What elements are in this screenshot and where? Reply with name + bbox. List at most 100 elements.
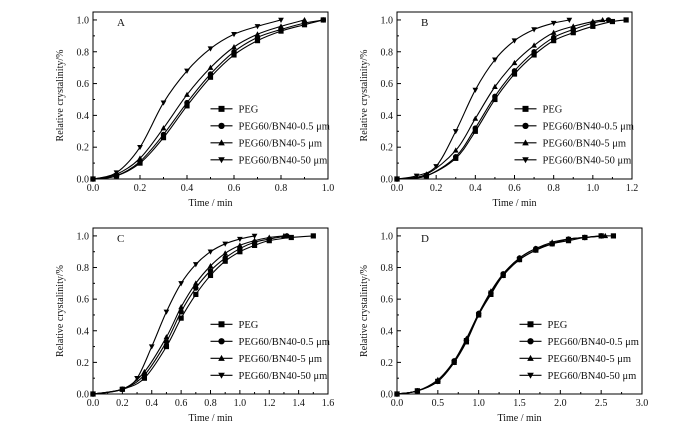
data-point: [163, 334, 170, 340]
data-point: [463, 338, 470, 344]
legend: PEG PEG60/BN40-0.5 μm PEG60/BN40-5 μm PEG60…: [519, 320, 639, 382]
data-point: [488, 290, 494, 296]
data-point: [222, 250, 229, 256]
y-tick-label: 0.0: [381, 390, 394, 401]
data-point: [599, 16, 606, 23]
x-tick-label: 1.0: [472, 398, 485, 409]
data-point: [532, 247, 539, 254]
legend-label: PEG60/BN40-0.5 μm: [239, 337, 330, 348]
x-tick-label: 1.2: [263, 398, 276, 409]
legend-marker-triangle-up: [218, 139, 225, 146]
x-tick-label: 0.8: [204, 398, 217, 409]
x-tick-label: 1.0: [587, 183, 600, 194]
x-tick-label: 3.0: [636, 398, 649, 409]
data-point: [570, 23, 577, 29]
y-axis-title: Relative crystalinity/%: [359, 265, 370, 357]
x-tick-label: 0.2: [116, 398, 129, 409]
x-tick-label: 1.0: [234, 398, 247, 409]
y-tick-label: 1.0: [77, 15, 90, 26]
y-tick-label: 1.0: [381, 231, 394, 242]
data-point: [288, 234, 294, 241]
data-point: [453, 154, 459, 160]
data-point: [492, 83, 498, 89]
legend: PEG PEG60/BN40-0.5 μm PEG60/BN40-5 μm PEG60…: [514, 105, 634, 167]
data-point: [141, 368, 148, 375]
data-point: [237, 236, 243, 243]
data-point: [134, 375, 140, 382]
legend-marker-circle: [218, 122, 225, 130]
legend-marker-circle: [218, 338, 225, 345]
legend-label: PEG60/BN40-5 μm: [239, 139, 323, 150]
panel-label: A: [117, 17, 125, 29]
data-point: [207, 71, 214, 77]
legend-label: PEG60/BN40-0.5 μm: [548, 337, 639, 348]
y-tick-label: 0.4: [381, 326, 394, 337]
x-tick-label: 0.0: [391, 398, 404, 409]
data-point: [160, 131, 167, 138]
x-tick-label: 0.2: [134, 183, 147, 194]
legend-label: PEG: [239, 105, 259, 116]
data-point: [207, 64, 214, 70]
data-point: [598, 233, 605, 239]
data-point: [90, 176, 96, 182]
legend-label: PEG: [548, 320, 568, 331]
series-line: [396, 19, 570, 180]
y-tick-label: 0.4: [381, 111, 394, 122]
series-line: [92, 19, 305, 180]
plot-frame: [92, 11, 329, 180]
legend-label: PEG60/BN40-5 μm: [548, 354, 632, 365]
legend: PEG PEG60/BN40-0.5 μm PEG60/BN40-5 μm PEG60…: [210, 320, 330, 382]
data-point: [531, 49, 537, 55]
y-axis-title: Relative crystalinity/%: [55, 265, 66, 357]
y-tick-label: 0.6: [381, 295, 394, 306]
series-line: [92, 235, 255, 395]
y-tick-label: 0.0: [77, 175, 90, 186]
data-point: [394, 176, 400, 182]
legend-marker-triangle-up: [527, 354, 534, 361]
legend-marker-triangle-down: [218, 157, 225, 164]
data-point: [207, 272, 214, 279]
y-axis-title: Relative crystalinity/%: [359, 50, 370, 142]
y-tick-label: 0.0: [77, 390, 90, 401]
data-point: [222, 255, 228, 261]
data-point: [113, 170, 120, 176]
data-point: [251, 233, 258, 239]
data-point: [207, 46, 214, 52]
data-point: [184, 99, 190, 106]
legend-label: PEG60/BN40-0.5 μm: [543, 122, 634, 133]
data-point: [231, 44, 237, 50]
legend-marker-square: [218, 105, 225, 112]
x-tick-label: 0.6: [228, 183, 241, 194]
data-point: [137, 144, 143, 151]
data-point: [511, 38, 518, 44]
y-tick-label: 0.8: [77, 263, 90, 274]
legend-marker-triangle-down: [527, 372, 534, 379]
x-tick-label: 0.4: [146, 398, 159, 409]
data-point: [511, 59, 518, 66]
data-point: [207, 262, 214, 269]
data-point: [237, 242, 243, 248]
data-point: [451, 360, 458, 366]
legend-marker-square: [218, 321, 225, 328]
data-point: [231, 32, 237, 38]
data-point: [414, 388, 421, 394]
y-tick-label: 0.2: [77, 143, 90, 154]
x-tick-label: 1.5: [513, 398, 526, 409]
data-point: [254, 24, 261, 30]
y-tick-label: 0.6: [381, 79, 394, 90]
data-point: [231, 49, 237, 55]
x-tick-label: 0.2: [430, 183, 443, 194]
chart-panel-d: 0.0 0.5 1.0 1.5 2.0 2.5 3.0 0.0 0.2 0.4 0.6 0.8 1.0 T…: [359, 227, 649, 424]
x-tick-label: 0.0: [87, 398, 100, 409]
x-tick-label: 0.6: [508, 183, 521, 194]
data-point: [163, 343, 170, 350]
y-tick-label: 0.8: [381, 263, 394, 274]
data-point: [492, 93, 498, 100]
legend-label: PEG60/BN40-5 μm: [239, 354, 323, 365]
y-tick-label: 0.2: [381, 358, 394, 369]
legend-marker-circle: [527, 338, 534, 345]
y-tick-label: 0.2: [381, 143, 394, 154]
data-point: [160, 100, 167, 106]
data-point: [193, 291, 199, 297]
data-point: [301, 16, 308, 23]
